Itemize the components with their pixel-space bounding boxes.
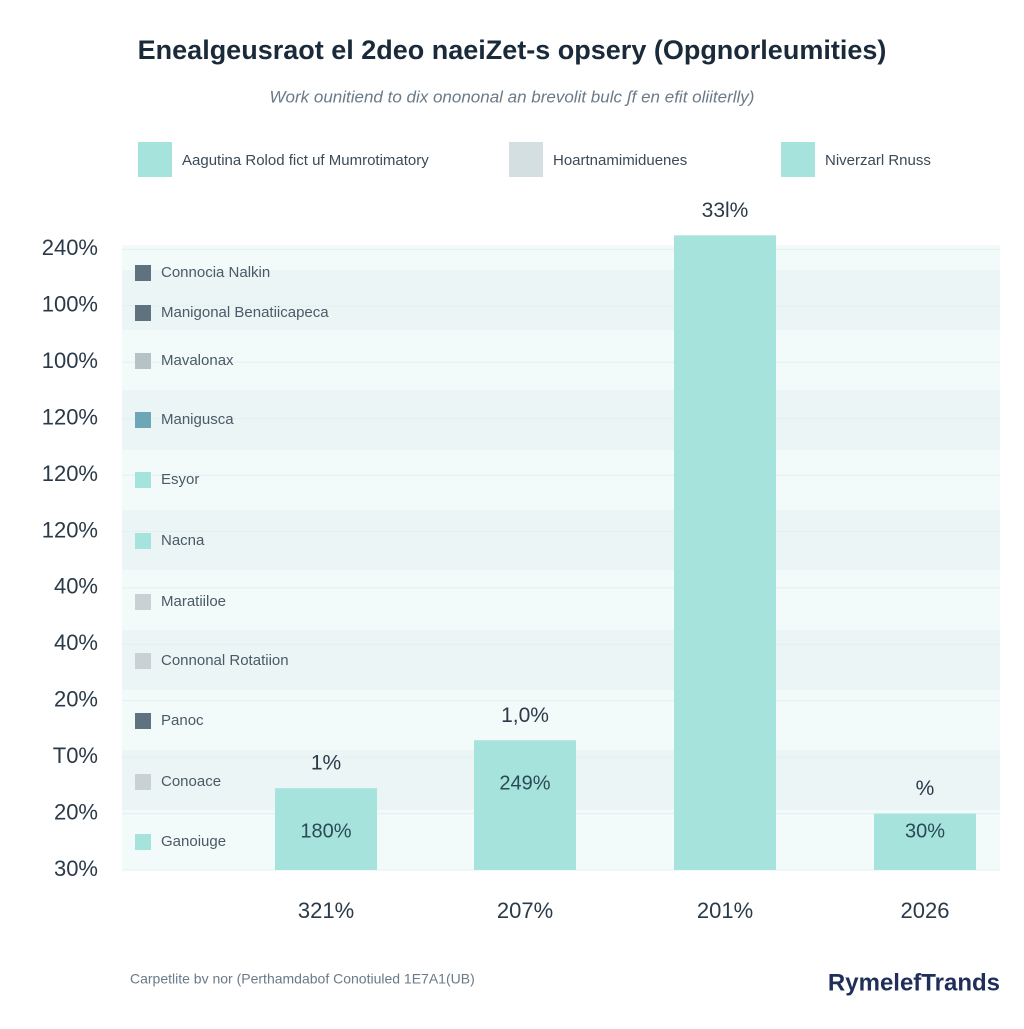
bar <box>474 740 576 870</box>
inner-legend-label: Nacna <box>161 532 205 549</box>
y-tick-label: 40% <box>54 630 98 655</box>
inner-legend-swatch <box>135 305 151 321</box>
y-tick-label: 100% <box>42 348 98 373</box>
brand: RymelefTrands <box>828 969 1000 996</box>
inner-legend-label: Esyor <box>161 471 199 488</box>
band <box>122 390 1000 450</box>
bar-label-top: % <box>916 777 935 800</box>
inner-legend-swatch <box>135 713 151 729</box>
bar-label-inside: 249% <box>499 773 550 795</box>
y-tick-label: 120% <box>42 461 98 486</box>
legend-swatch <box>509 142 543 177</box>
inner-legend-swatch <box>135 594 151 610</box>
inner-legend-label: Connonal Rotatiion <box>161 652 289 669</box>
plot-area: Connocia Nalkin Manigonal Benatiicapeca Ma… <box>122 199 1000 871</box>
bar-label-inside: 180% <box>300 820 351 842</box>
inner-legend-label: Maratiiloe <box>161 593 226 610</box>
bar-label-top: 33l% <box>702 199 749 222</box>
x-tick-label: 2026 <box>901 898 950 923</box>
inner-legend-label: Connocia Nalkin <box>161 264 270 281</box>
inner-legend-label: Conoace <box>161 773 221 790</box>
source-note: Carpetlite bv nor (Perthamdabof Conotiul… <box>130 971 475 987</box>
inner-legend-swatch <box>135 653 151 669</box>
y-tick-label: T0% <box>53 743 98 768</box>
inner-legend-label: Manigusca <box>161 411 234 428</box>
y-tick-label: 40% <box>54 574 98 599</box>
inner-legend-swatch <box>135 265 151 281</box>
band <box>122 630 1000 690</box>
x-tick-label: 201% <box>697 898 753 923</box>
y-tick-label: 30% <box>54 856 98 881</box>
legend-label: Hoartnamimiduenes <box>553 152 687 169</box>
inner-legend-swatch <box>135 774 151 790</box>
inner-legend-label: Panoc <box>161 712 204 729</box>
legend-label: Aagutina Rolod fict uf Mumrotimatory <box>182 152 429 169</box>
y-tick-label: 20% <box>54 687 98 712</box>
y-tick-label: 20% <box>54 799 98 824</box>
legend-label: Niverzarl Rnuss <box>825 152 931 169</box>
x-tick-label: 207% <box>497 898 553 923</box>
bar-label-top: 1% <box>311 752 341 775</box>
y-tick-label: 100% <box>42 292 98 317</box>
inner-legend-swatch <box>135 412 151 428</box>
inner-legend-label: Manigonal Benatiicapeca <box>161 304 329 321</box>
band <box>122 510 1000 570</box>
chart-title: Enealgeusraot el 2deo naeiZet-s opsery (… <box>138 35 887 65</box>
x-tick-label: 321% <box>298 898 354 923</box>
band <box>122 270 1000 330</box>
bar <box>874 813 976 870</box>
y-tick-label: 120% <box>42 517 98 542</box>
inner-legend-swatch <box>135 353 151 369</box>
bar <box>275 788 377 870</box>
bar-label-inside: 30% <box>905 820 945 842</box>
bar <box>674 235 776 870</box>
inner-legend-swatch <box>135 834 151 850</box>
bar-label-top: 1,0% <box>501 704 549 727</box>
inner-legend-label: Mavalonax <box>161 352 234 369</box>
chart-subtitle: Work ounitiend to dix onononal an brevol… <box>270 87 755 106</box>
inner-legend-swatch <box>135 472 151 488</box>
inner-legend-label: Ganoiuge <box>161 833 226 850</box>
y-tick-label: 120% <box>42 404 98 429</box>
legend-swatch <box>138 142 172 177</box>
legend-swatch <box>781 142 815 177</box>
inner-legend-swatch <box>135 533 151 549</box>
y-tick-label: 240% <box>42 235 98 260</box>
